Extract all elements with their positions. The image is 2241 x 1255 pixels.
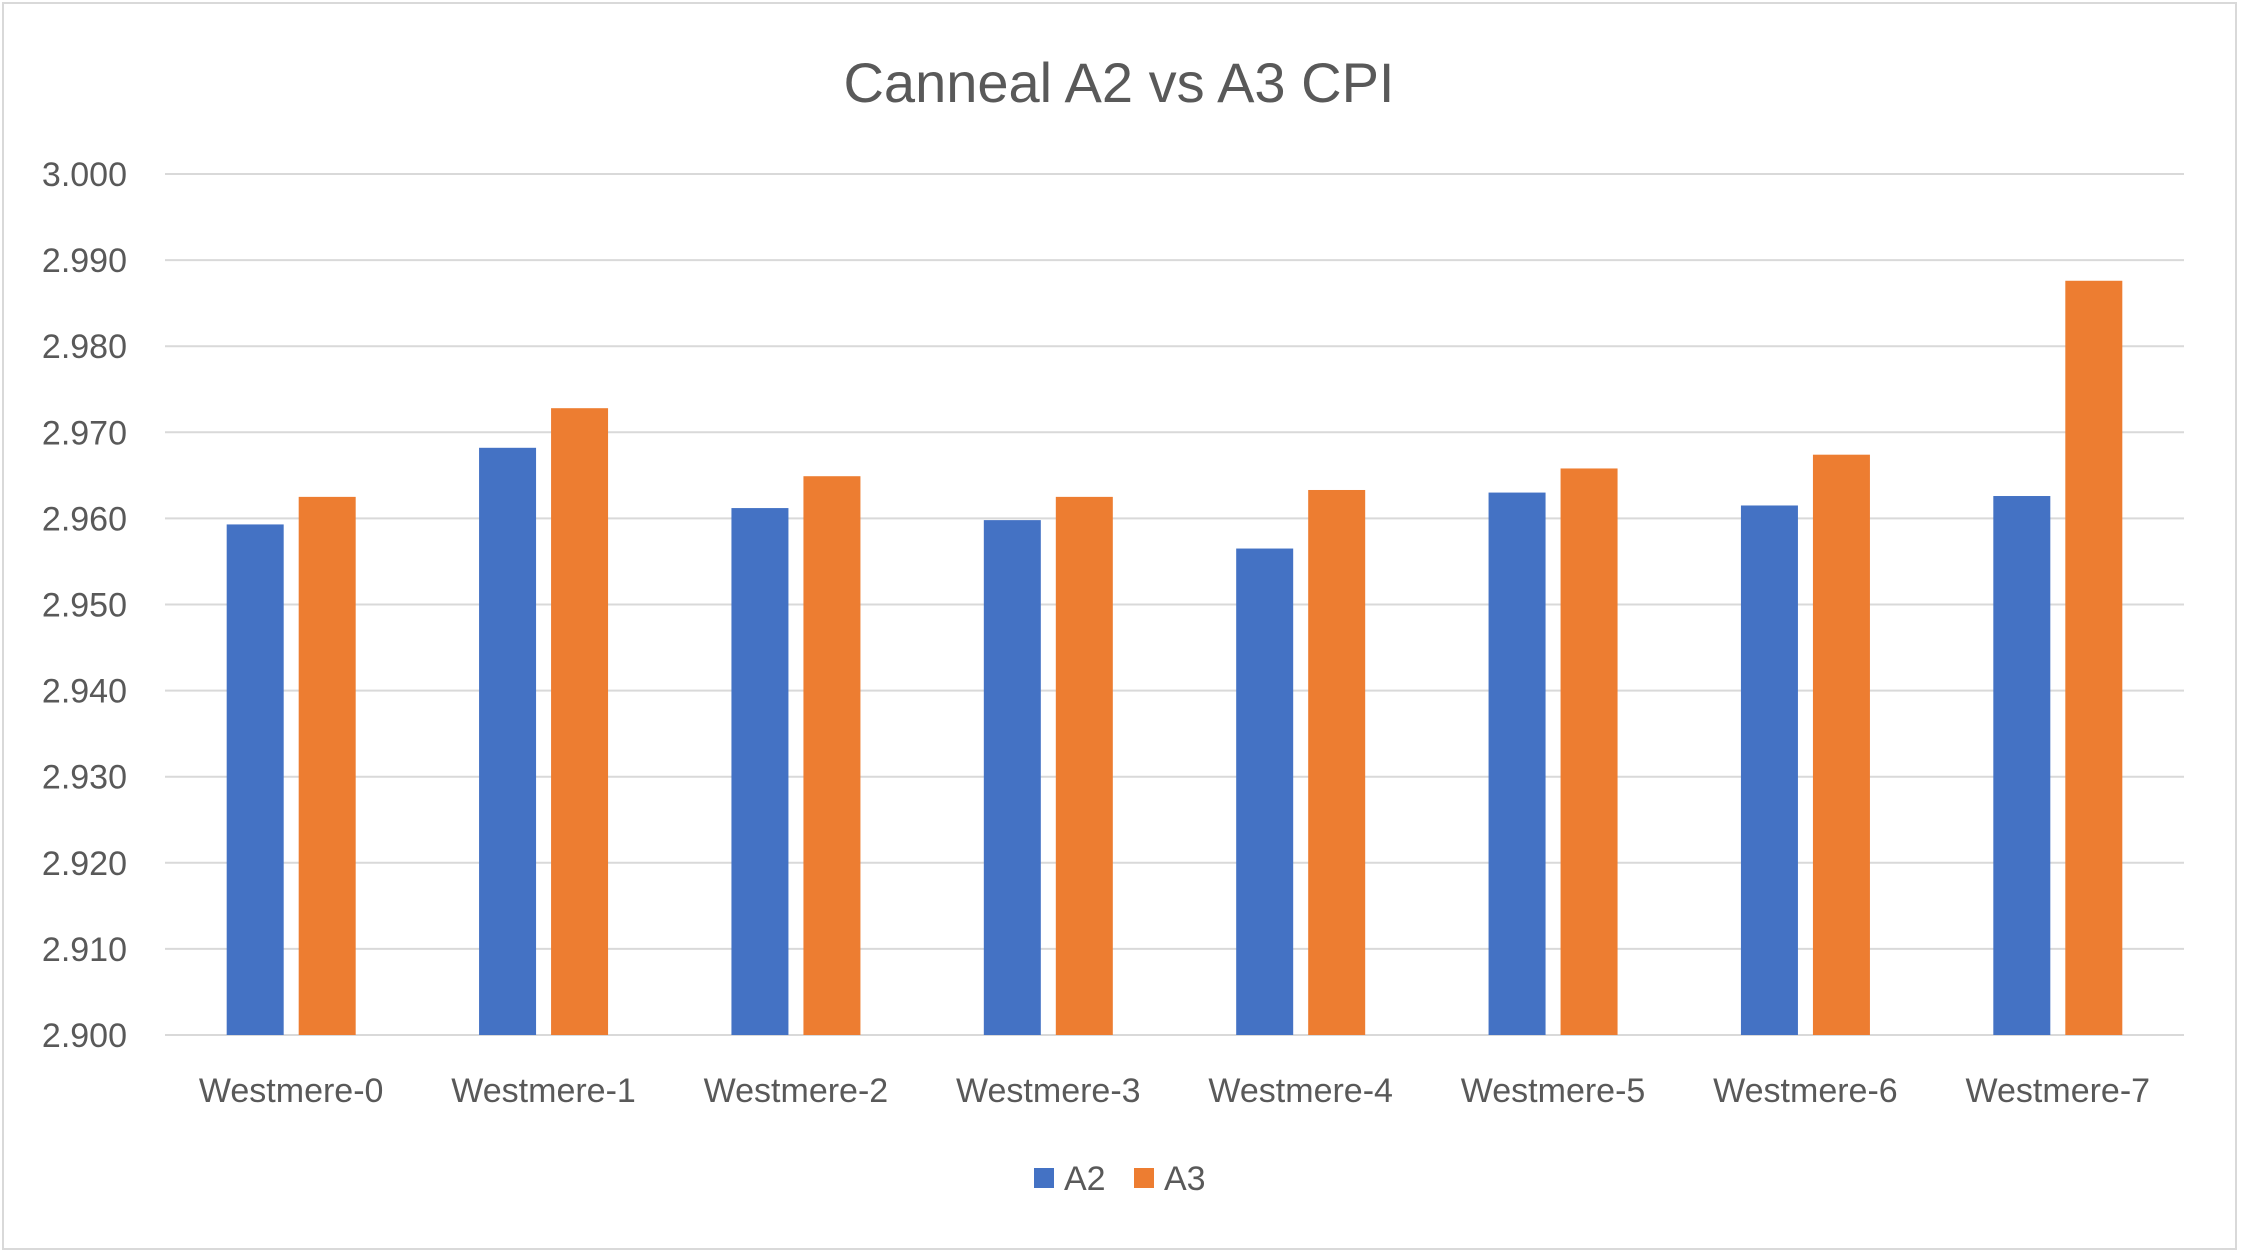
y-tick-label: 2.990 — [42, 242, 127, 280]
x-tick-label: Westmere-5 — [1461, 1072, 1646, 1110]
x-tick-label: Westmere-4 — [1208, 1072, 1393, 1110]
y-tick-label: 2.980 — [42, 328, 127, 366]
bar-a2-westmere-7 — [1993, 496, 2051, 1035]
bar-a3-westmere-2 — [803, 476, 861, 1035]
x-tick-label: Westmere-0 — [199, 1072, 384, 1110]
x-tick-label: Westmere-6 — [1713, 1072, 1898, 1110]
y-tick-label: 2.920 — [42, 845, 127, 883]
bar-a3-westmere-3 — [1055, 496, 1113, 1035]
y-tick-label: 2.950 — [42, 587, 127, 625]
x-tick-label: Westmere-2 — [704, 1072, 889, 1110]
legend-label-a2: A2 — [1064, 1160, 1106, 1198]
y-tick-label: 2.910 — [42, 931, 127, 969]
x-axis-tick-labels: Westmere-0 Westmere-1 Westmere-2 Westmere-3… — [199, 1072, 2150, 1110]
bar-a3-westmere-7 — [2065, 280, 2123, 1035]
legend: A2 A3 — [1034, 1160, 1206, 1198]
y-tick-label: 2.960 — [42, 500, 127, 538]
bar-a2-westmere-4 — [1236, 548, 1294, 1035]
bar-a3-westmere-6 — [1812, 454, 1870, 1035]
gridlines — [165, 173, 2184, 1036]
y-tick-label: 3.000 — [42, 156, 127, 194]
y-tick-label: 2.900 — [42, 1017, 127, 1055]
y-axis-tick-labels: 2.900 2.910 2.920 2.930 2.940 2.950 2.960 2.970… — [42, 156, 127, 1055]
chart-title: Canneal A2 vs A3 CPI — [843, 51, 1394, 114]
y-tick-label: 2.970 — [42, 414, 127, 452]
x-tick-label: Westmere-3 — [956, 1072, 1141, 1110]
bar-a2-westmere-1 — [479, 447, 537, 1036]
bar-a2-westmere-0 — [226, 524, 284, 1035]
y-tick-label: 2.940 — [42, 673, 127, 711]
bar-a3-westmere-0 — [298, 496, 356, 1035]
bar-a2-westmere-5 — [1488, 492, 1546, 1035]
legend-swatch-a2 — [1034, 1168, 1054, 1188]
bars — [226, 280, 2123, 1036]
bar-a3-westmere-4 — [1308, 489, 1366, 1035]
legend-swatch-a3 — [1134, 1168, 1154, 1188]
bar-a2-westmere-3 — [983, 520, 1041, 1035]
bar-a2-westmere-2 — [731, 508, 789, 1035]
bar-a2-westmere-6 — [1740, 505, 1798, 1035]
x-tick-label: Westmere-7 — [1966, 1072, 2151, 1110]
x-tick-label: Westmere-1 — [451, 1072, 636, 1110]
bar-chart: Canneal A2 vs A3 CPI 2.900 2.910 2.920 2.93… — [42, 51, 2184, 1198]
bar-a3-westmere-5 — [1560, 468, 1618, 1035]
bar-a3-westmere-1 — [551, 408, 609, 1035]
legend-label-a3: A3 — [1164, 1160, 1206, 1198]
y-tick-label: 2.930 — [42, 759, 127, 797]
